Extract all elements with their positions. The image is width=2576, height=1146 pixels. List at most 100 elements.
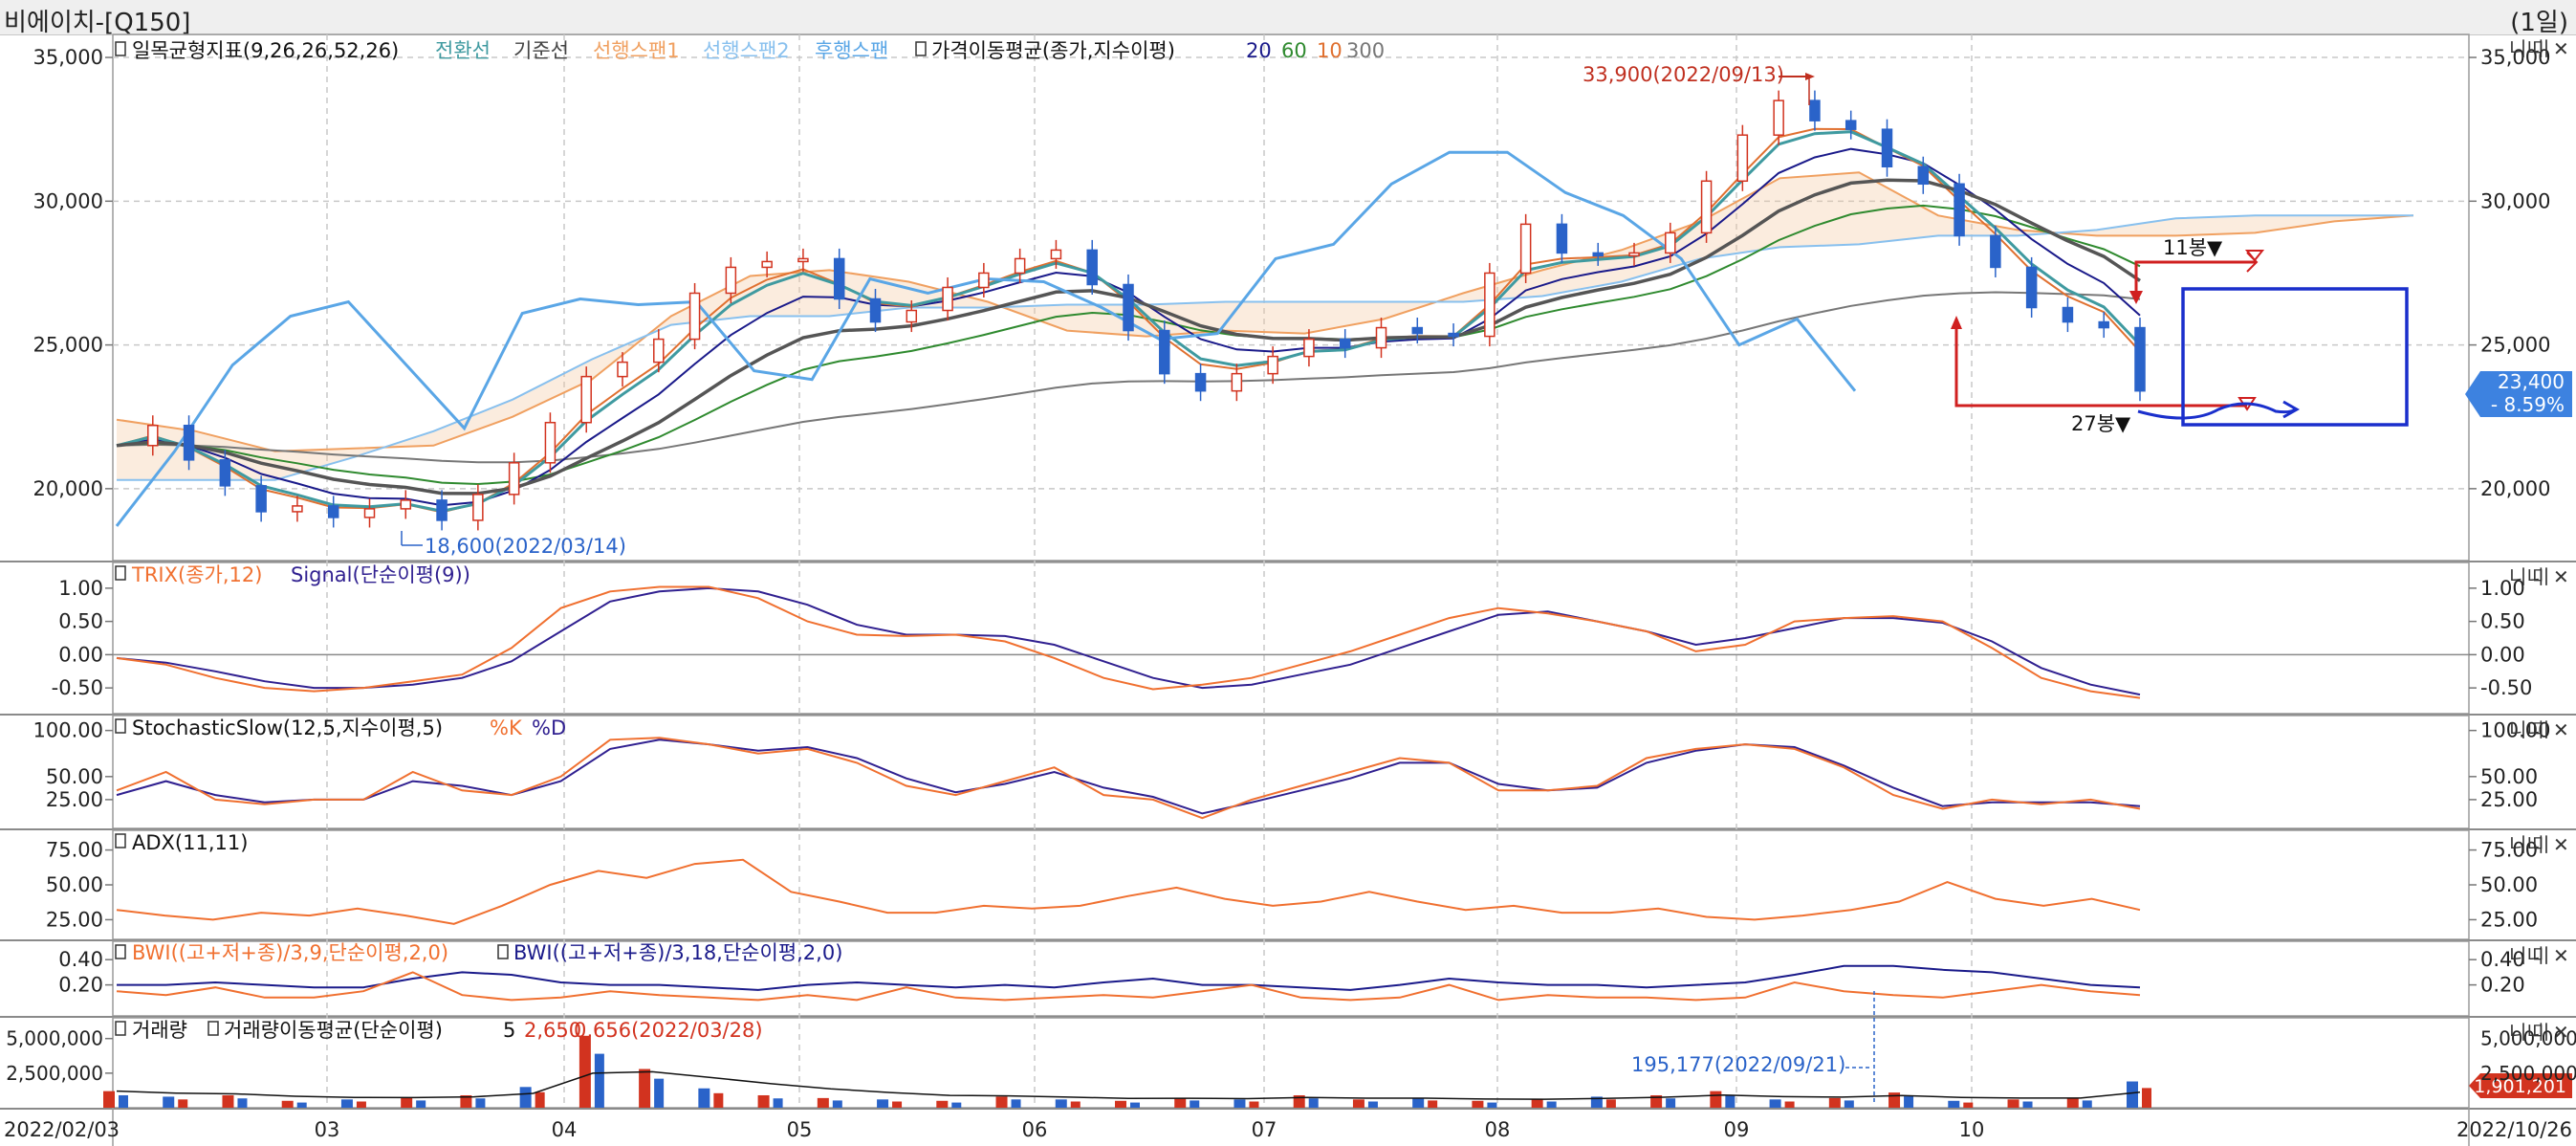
price-tick-right: 30,000 <box>2480 189 2550 212</box>
volume-bar <box>639 1069 651 1108</box>
month-label: 07 <box>1252 1118 1277 1141</box>
volume-bar <box>832 1100 842 1108</box>
panel-control-button[interactable]: 미 <box>2532 833 2549 856</box>
tick-label-right: 75.00 <box>2480 839 2538 862</box>
candle-body <box>1773 99 1784 136</box>
candle-body <box>2025 266 2038 309</box>
candle-body <box>292 505 303 513</box>
panel-control-button[interactable]: ✕ <box>2553 944 2569 967</box>
panel-frame <box>112 829 2470 940</box>
lagging-span-line <box>115 150 1857 527</box>
price-tick-left: 25,000 <box>33 334 103 357</box>
candle-body <box>472 494 484 521</box>
candle-body <box>869 298 882 323</box>
panel-control-button[interactable]: 미 <box>2532 565 2549 588</box>
panel-control-button[interactable]: 니니 <box>2509 718 2544 741</box>
panel-control-button[interactable]: ✕ <box>2553 833 2569 856</box>
panel-control-button[interactable]: 미 <box>2532 944 2549 967</box>
tick-label-right: 50.00 <box>2480 765 2538 788</box>
tick-label-left: 50.00 <box>46 765 103 788</box>
candle-body <box>580 375 592 424</box>
bwi-18-line <box>117 964 2141 991</box>
month-label: 09 <box>1724 1118 1750 1141</box>
volume-bar <box>877 1099 889 1108</box>
volume-bar <box>1725 1094 1736 1108</box>
candle-body <box>147 424 159 447</box>
month-label: 04 <box>552 1118 578 1141</box>
panel-frames <box>0 33 2576 1146</box>
volume-bar <box>1011 1099 1021 1108</box>
candle-body <box>1411 326 1424 335</box>
period-label[interactable]: (1일) <box>2510 9 2568 37</box>
candle-body <box>688 292 701 341</box>
panel-control-button[interactable]: 니니 <box>2509 1021 2544 1044</box>
legend-ichimoku: 일목균형지표(9,26,26,52,26) <box>132 39 399 62</box>
volume-panel: 거래량 거래량이동평균(단순이평) 5 2,650 0,656(2022/03/… <box>6 991 2576 1108</box>
x-start-date: 2022/02/03 <box>4 1118 120 1141</box>
candle-body <box>363 508 376 518</box>
tick-label-left: -0.50 <box>52 676 103 699</box>
volume-bar <box>2022 1101 2033 1108</box>
volume-max-annotation: 2,650 <box>524 1019 581 1042</box>
candle-body <box>725 266 737 295</box>
panel-corner-buttons[interactable]: 니니미 ✕니니미 ✕니니미 ✕니니미 ✕니니미 ✕니니미 ✕ <box>2509 37 2569 1044</box>
ma300-line <box>116 291 2141 464</box>
month-label: 10 <box>1959 1118 1985 1141</box>
price-legend: 일목균형지표(9,26,26,52,26) 전환선 기준선 선행스팬1 선행스팬… <box>115 39 1385 62</box>
legend-ma300: 300 <box>1346 39 1385 62</box>
month-label: 03 <box>315 1118 340 1141</box>
candle-body <box>400 499 412 510</box>
projection-drawing[interactable]: 11봉▼ 27봉▼ <box>1951 236 2409 435</box>
candle-body <box>327 505 339 518</box>
panel-control-button[interactable]: ✕ <box>2553 565 2569 588</box>
volume-bar <box>163 1096 175 1108</box>
volume-max-annotation-rest: 0,656(2022/03/28) <box>574 1019 763 1042</box>
volume-bar <box>178 1099 188 1108</box>
candle-body <box>1448 332 1459 338</box>
legend-k: %K <box>490 716 523 739</box>
candle-body <box>2062 306 2074 323</box>
candle-body <box>1519 223 1532 275</box>
volume-bar <box>892 1101 903 1108</box>
volume-bar <box>1605 1099 1616 1108</box>
volume-bar <box>1487 1102 1497 1108</box>
tick-label-right: 0.00 <box>2480 643 2525 666</box>
price-annotations: 33,900(2022/09/13) 18,600(2022/03/14) 11… <box>401 63 2409 558</box>
panel-control-button[interactable]: ✕ <box>2553 37 2569 60</box>
current-price: 23,400 <box>2498 370 2565 393</box>
volume-bar <box>1650 1094 1663 1108</box>
current-price-tag: 23,400 - 8.59% <box>2465 370 2572 417</box>
volume-bar <box>757 1094 770 1108</box>
panel-control-button[interactable]: 니니 <box>2509 944 2544 967</box>
panel-control-button[interactable]: ✕ <box>2553 718 2569 741</box>
bar-count-lower: 27봉▼ <box>2071 412 2131 435</box>
low-annotation: 18,600(2022/03/14) <box>425 535 626 558</box>
candle-body <box>761 260 773 269</box>
legend-stochastic: StochasticSlow(12,5,지수이평,5) <box>132 716 443 739</box>
price-candles <box>147 90 2146 531</box>
volume-bar <box>296 1102 307 1108</box>
panel-control-button[interactable]: 미 <box>2532 1021 2549 1044</box>
panel-control-button[interactable]: 니니 <box>2509 565 2544 588</box>
legend-d: %D <box>532 716 566 739</box>
panel-control-button[interactable]: ✕ <box>2553 1021 2569 1044</box>
volume-bar <box>1844 1100 1854 1108</box>
volume-bar <box>817 1097 829 1108</box>
volume-bar <box>2142 1088 2151 1108</box>
volume-bar <box>1888 1092 1901 1108</box>
bwi-panel: BWI((고+저+종)/3,9,단순이평,2,0) BWI((고+저+종)/3,… <box>58 941 2525 1002</box>
panel-control-button[interactable]: 미 <box>2532 37 2549 60</box>
volume-bar <box>773 1098 783 1108</box>
candle-body <box>833 257 845 300</box>
panel-control-button[interactable]: 니니 <box>2509 37 2544 60</box>
panel-control-button[interactable]: 니니 <box>2509 833 2544 856</box>
month-label: 06 <box>1022 1118 1048 1141</box>
month-label: 08 <box>1485 1118 1511 1141</box>
high-annotation: 33,900(2022/09/13) <box>1583 63 1784 86</box>
volume-bar <box>2066 1097 2079 1108</box>
volume-bar <box>936 1100 949 1108</box>
candle-body <box>906 309 918 323</box>
panel-control-button[interactable]: 미 <box>2532 718 2549 741</box>
volume-bar <box>1070 1101 1081 1108</box>
